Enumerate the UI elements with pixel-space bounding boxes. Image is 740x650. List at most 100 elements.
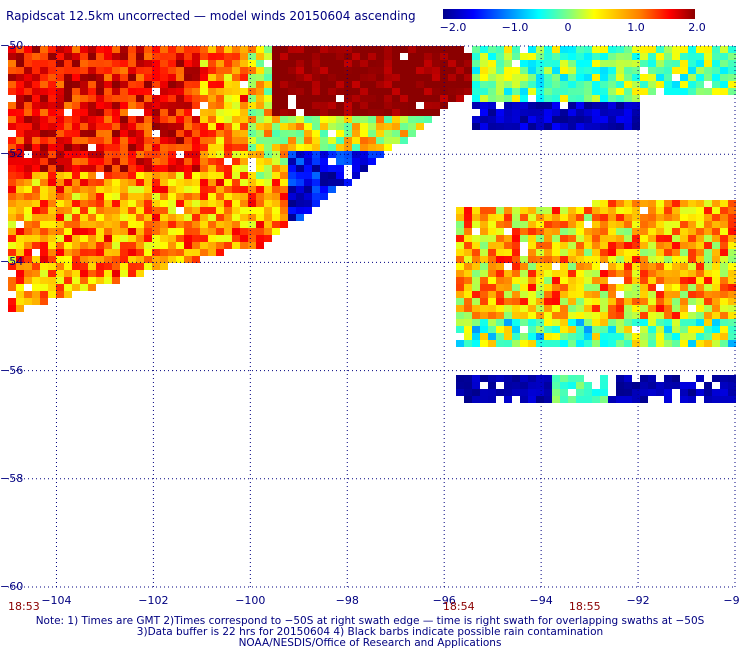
heatmap-cell (568, 116, 576, 123)
heatmap-cell (392, 67, 400, 74)
heatmap-cell (328, 172, 336, 179)
heatmap-cell (312, 172, 320, 179)
heatmap-cell (16, 242, 24, 249)
heatmap-cell (464, 291, 472, 298)
heatmap-cell (464, 333, 472, 340)
heatmap-cell (168, 207, 176, 214)
heatmap-cell (232, 67, 240, 74)
heatmap-cell (560, 263, 568, 270)
heatmap-cell (728, 242, 736, 249)
heatmap-cell (16, 165, 24, 172)
heatmap-cell (664, 81, 672, 88)
heatmap-cell (672, 228, 680, 235)
heatmap-cell (288, 158, 296, 165)
heatmap-cell (512, 249, 520, 256)
heatmap-cell (240, 179, 248, 186)
heatmap-cell (208, 165, 216, 172)
heatmap-cell (568, 60, 576, 67)
heatmap-cell (24, 193, 32, 200)
heatmap-cell (176, 221, 184, 228)
heatmap-cell (192, 235, 200, 242)
heatmap-cell (464, 235, 472, 242)
heatmap-cell (376, 144, 384, 151)
heatmap-cell (544, 277, 552, 284)
heatmap-cell (688, 291, 696, 298)
heatmap-cell (48, 137, 56, 144)
heatmap-cell (280, 67, 288, 74)
heatmap-cell (288, 109, 296, 116)
heatmap-cell (680, 298, 688, 305)
heatmap-cell (672, 256, 680, 263)
heatmap-cell (712, 228, 720, 235)
heatmap-cell (648, 382, 656, 389)
heatmap-cell (16, 144, 24, 151)
heatmap-cell (216, 158, 224, 165)
heatmap-cell (688, 389, 696, 396)
heatmap-cell (696, 235, 704, 242)
heatmap-cell (104, 109, 112, 116)
heatmap-cell (512, 270, 520, 277)
heatmap-cell (600, 88, 608, 95)
heatmap-cell (232, 179, 240, 186)
heatmap-cell (512, 382, 520, 389)
heatmap-cell (656, 221, 664, 228)
heatmap-cell (288, 130, 296, 137)
heatmap-cell (320, 81, 328, 88)
heatmap-cell (184, 46, 192, 53)
heatmap-cell (96, 144, 104, 151)
heatmap-cell (240, 116, 248, 123)
heatmap-cell (184, 81, 192, 88)
heatmap-cell (656, 256, 664, 263)
heatmap-cell (720, 312, 728, 319)
heatmap-cell (656, 382, 664, 389)
heatmap-cell (720, 207, 728, 214)
heatmap-cell (216, 200, 224, 207)
heatmap-cell (608, 74, 616, 81)
heatmap-cell (304, 186, 312, 193)
heatmap-cell (184, 144, 192, 151)
heatmap-cell (696, 333, 704, 340)
heatmap-cell (200, 165, 208, 172)
x-tick-label: −92 (626, 594, 650, 607)
heatmap-cell (656, 207, 664, 214)
heatmap-cell (648, 88, 656, 95)
heatmap-cell (336, 102, 344, 109)
heatmap-cell (424, 88, 432, 95)
heatmap-cell (184, 130, 192, 137)
heatmap-cell (24, 53, 32, 60)
heatmap-cell (584, 60, 592, 67)
heatmap-cell (616, 200, 624, 207)
heatmap-cell (472, 116, 480, 123)
heatmap-cell (496, 249, 504, 256)
heatmap-cell (72, 193, 80, 200)
heatmap-cell (608, 256, 616, 263)
heatmap-cell (144, 95, 152, 102)
heatmap-cell (592, 109, 600, 116)
heatmap-cell (528, 46, 536, 53)
heatmap-cell (264, 207, 272, 214)
heatmap-cell (536, 312, 544, 319)
heatmap-cell (560, 389, 568, 396)
heatmap-cell (664, 256, 672, 263)
heatmap-cell (184, 74, 192, 81)
heatmap-cell (712, 67, 720, 74)
heatmap-cell (88, 277, 96, 284)
heatmap-cell (704, 242, 712, 249)
heatmap-cell (576, 235, 584, 242)
heatmap-cell (24, 200, 32, 207)
heatmap-cell (400, 46, 408, 53)
heatmap-cell (672, 326, 680, 333)
heatmap-cell (480, 312, 488, 319)
heatmap-cell (488, 46, 496, 53)
heatmap-cell (24, 270, 32, 277)
heatmap-cell (568, 396, 576, 403)
heatmap-cell (536, 389, 544, 396)
heatmap-cell (56, 179, 64, 186)
heatmap-cell (48, 116, 56, 123)
heatmap-cell (600, 277, 608, 284)
heatmap-cell (144, 165, 152, 172)
heatmap-cell (160, 207, 168, 214)
heatmap-cell (544, 214, 552, 221)
heatmap-cell (360, 116, 368, 123)
heatmap-cell (120, 235, 128, 242)
